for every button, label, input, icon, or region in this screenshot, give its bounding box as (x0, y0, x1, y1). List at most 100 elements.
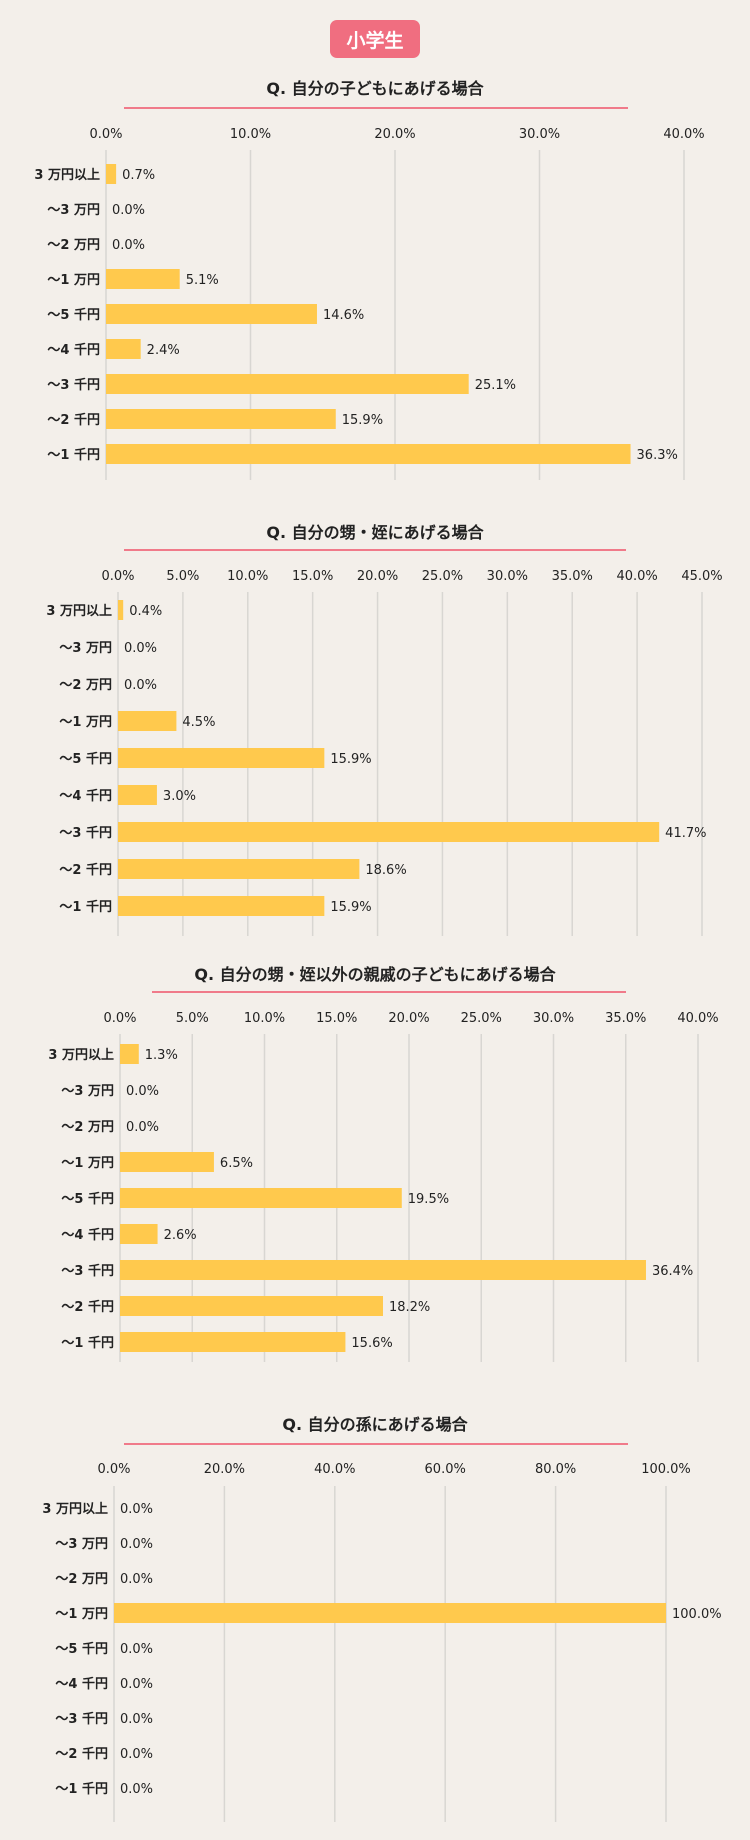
x-tick-label: 40.0% (663, 127, 704, 142)
category-label: 3 万円以上 (48, 1048, 114, 1063)
bar (118, 785, 157, 805)
value-label: 15.9% (330, 752, 371, 767)
chart-own-children: Q. 自分の子どもにあげる場合 0.0% 10.0% 20.0% 30.0% 40.0% 3… (34, 79, 705, 480)
x-tick-label: 35.0% (605, 1011, 646, 1026)
category-label: ～2 千円 (55, 1746, 108, 1762)
value-label: 14.6% (323, 308, 364, 323)
bar (106, 374, 469, 394)
value-label: 0.0% (126, 1120, 159, 1135)
value-label: 4.5% (182, 715, 215, 730)
bar (106, 339, 141, 359)
bar (120, 1044, 139, 1064)
x-tick-label: 20.0% (204, 1462, 245, 1477)
x-tick-label: 45.0% (681, 569, 722, 584)
category-label: 3 万円以上 (34, 168, 100, 183)
category-label: ～4 千円 (59, 788, 112, 804)
value-label: 0.0% (120, 1712, 153, 1727)
bar (120, 1188, 402, 1208)
category-label: ～1 万円 (59, 715, 112, 730)
bar (118, 711, 177, 731)
category-label: ～4 千円 (47, 342, 100, 358)
value-label: 5.1% (186, 273, 219, 288)
x-tick-label: 30.0% (533, 1011, 574, 1026)
category-label: ～5 千円 (55, 1641, 108, 1657)
bar (118, 600, 124, 620)
x-tick-label: 35.0% (552, 569, 593, 584)
x-tick-label: 10.0% (227, 569, 268, 584)
chart-title: Q. 自分の甥・姪にあげる場合 (266, 523, 484, 542)
bar (118, 748, 325, 768)
bar (120, 1260, 646, 1280)
chart-title: Q. 自分の子どもにあげる場合 (266, 79, 484, 98)
chart-other-relatives-children: Q. 自分の甥・姪以外の親戚の子どもにあげる場合 0.0% 5.0% 10.0% 15.… (48, 965, 719, 1362)
value-label: 0.0% (112, 203, 145, 218)
category-label: ～3 千円 (47, 377, 100, 393)
x-tick-label: 25.0% (422, 569, 463, 584)
bar (120, 1332, 346, 1352)
x-tick-label: 15.0% (292, 569, 333, 584)
category-label: ～3 万円 (55, 1537, 108, 1552)
bar (106, 304, 317, 324)
value-label: 18.2% (389, 1300, 430, 1315)
value-label: 25.1% (475, 378, 516, 393)
category-label: ～2 千円 (47, 412, 100, 428)
value-label: 36.3% (637, 448, 678, 463)
value-label: 18.6% (365, 863, 406, 878)
chart-title: Q. 自分の甥・姪以外の親戚の子どもにあげる場合 (194, 965, 556, 984)
category-label: ～2 万円 (55, 1572, 108, 1587)
value-label: 6.5% (220, 1156, 253, 1171)
bar (118, 896, 325, 916)
bar (120, 1296, 383, 1316)
x-tick-label: 15.0% (316, 1011, 357, 1026)
value-label: 0.0% (112, 238, 145, 253)
value-label: 0.0% (120, 1537, 153, 1552)
value-label: 0.0% (120, 1642, 153, 1657)
bar (106, 444, 631, 464)
category-label: ～3 千円 (61, 1263, 114, 1279)
category-label: ～1 万円 (55, 1607, 108, 1622)
category-label: ～3 千円 (55, 1711, 108, 1727)
value-label: 41.7% (665, 826, 706, 841)
bar (118, 859, 360, 879)
bar (120, 1152, 214, 1172)
value-label: 15.9% (330, 900, 371, 915)
category-label: ～2 万円 (59, 678, 112, 693)
category-label: ～3 千円 (59, 825, 112, 841)
x-tick-label: 20.0% (357, 569, 398, 584)
value-label: 100.0% (672, 1607, 722, 1622)
chart-grandchildren: Q. 自分の孫にあげる場合 0.0% 20.0% 40.0% 60.0% 80.0% 100… (42, 1415, 722, 1822)
value-label: 0.0% (120, 1677, 153, 1692)
bar (120, 1224, 158, 1244)
value-label: 0.0% (126, 1084, 159, 1099)
x-tick-label: 0.0% (89, 127, 122, 142)
chart-nephews-nieces: Q. 自分の甥・姪にあげる場合 0.0% 5.0% 10.0% 15.0% 20.0% 25… (46, 523, 723, 936)
value-label: 0.0% (120, 1502, 153, 1517)
category-label: ～1 千円 (47, 447, 100, 463)
chart-title: Q. 自分の孫にあげる場合 (282, 1415, 468, 1434)
value-label: 2.4% (147, 343, 180, 358)
value-label: 0.0% (124, 678, 157, 693)
category-label: ～1 万円 (61, 1156, 114, 1171)
value-label: 15.9% (342, 413, 383, 428)
value-label: 1.3% (145, 1048, 178, 1063)
category-label: ～4 千円 (55, 1676, 108, 1692)
value-label: 0.0% (124, 641, 157, 656)
x-tick-label: 30.0% (519, 127, 560, 142)
category-label: ～4 千円 (61, 1227, 114, 1243)
x-tick-label: 25.0% (461, 1011, 502, 1026)
value-label: 0.0% (120, 1747, 153, 1762)
bar (106, 409, 336, 429)
x-tick-label: 10.0% (230, 127, 271, 142)
category-label: ～2 千円 (59, 862, 112, 878)
category-label: 3 万円以上 (46, 604, 112, 619)
value-label: 3.0% (163, 789, 196, 804)
value-label: 19.5% (408, 1192, 449, 1207)
category-label: ～3 万円 (61, 1084, 114, 1099)
bar (114, 1603, 666, 1623)
category-badge: 小学生 (330, 20, 420, 58)
category-label: ～1 千円 (59, 899, 112, 915)
category-label: ～2 万円 (47, 238, 100, 253)
x-tick-label: 100.0% (641, 1462, 691, 1477)
category-label: ～2 万円 (61, 1120, 114, 1135)
category-label: ～3 万円 (47, 203, 100, 218)
